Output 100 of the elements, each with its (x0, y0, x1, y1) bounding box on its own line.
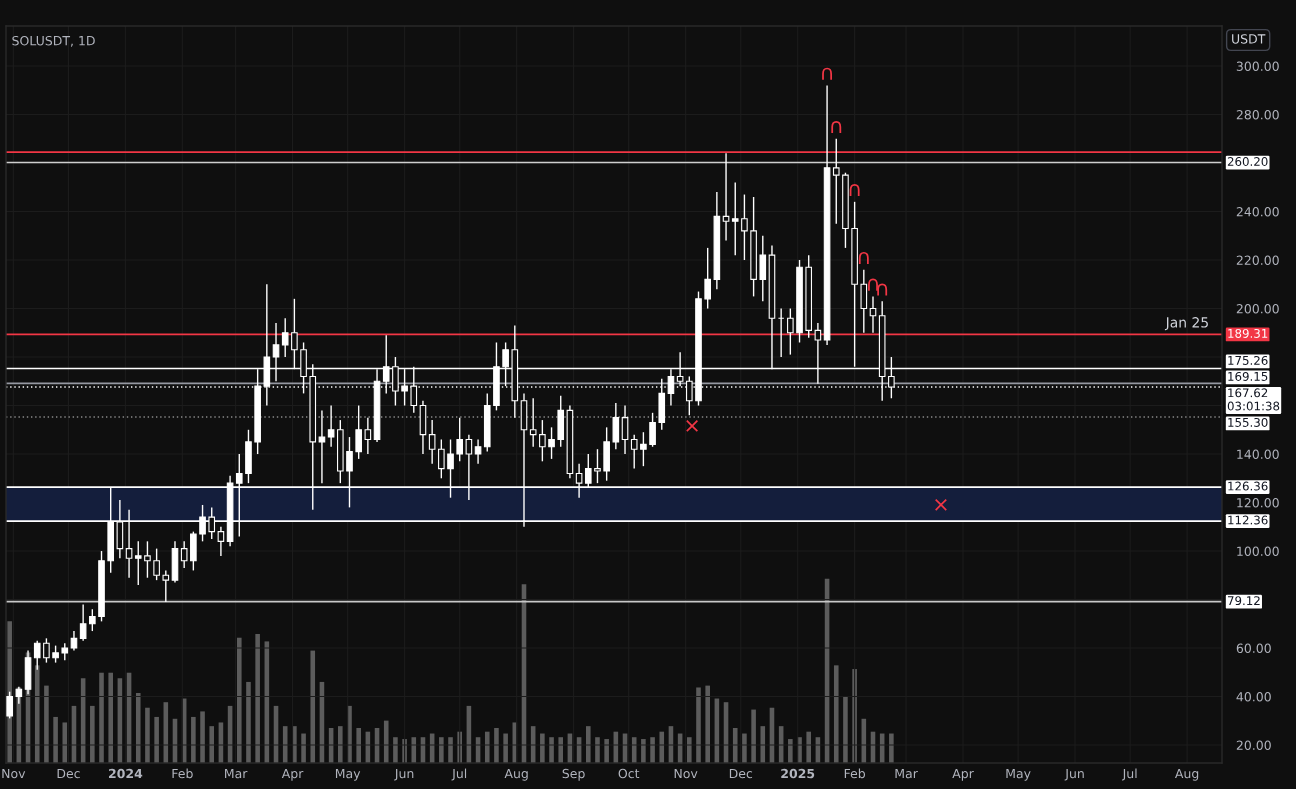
candlestick (364, 416, 372, 455)
ref-line-label: 79.12 (1227, 596, 1260, 606)
x-tick-label: Nov (674, 768, 698, 779)
annotation: × (935, 498, 947, 511)
bar (383, 720, 389, 763)
annotation: × (686, 420, 698, 432)
bar (696, 687, 701, 763)
x-tick-label: Apr (281, 768, 304, 781)
legend-label: 167.62 03:01:38 (1227, 388, 1280, 411)
candlestick (438, 438, 445, 479)
bar (99, 672, 104, 763)
candlestick (474, 438, 482, 465)
bar (889, 733, 894, 763)
candlestick (649, 412, 656, 448)
bar (503, 733, 508, 763)
bar (540, 733, 545, 763)
ref-line-label: 169.15 (1228, 371, 1268, 381)
bar (44, 685, 49, 763)
x-tick-label: Mar (225, 768, 248, 779)
y-tick-label: 40.00 (1236, 692, 1271, 702)
bar (595, 737, 600, 763)
candlestick (355, 404, 362, 460)
bar (650, 737, 655, 763)
bar (255, 634, 260, 763)
annotation: ∩ (849, 184, 860, 197)
y-axis-title: USDT (1232, 34, 1266, 44)
ref-line-label: 126.36 (1228, 481, 1268, 491)
candlestick (162, 569, 170, 603)
bar (62, 722, 68, 763)
x-tick-label: Oct (618, 768, 640, 779)
x-tick-label: 2024 (108, 768, 143, 779)
candlestick (594, 448, 601, 484)
candlestick (134, 540, 142, 586)
x-tick-label: Jul (1121, 768, 1137, 781)
y-tick-label: 220.00 (1236, 255, 1279, 265)
bar (310, 650, 316, 763)
y-tick-label: 200.00 (1236, 304, 1279, 314)
annotation: Jan 25 (1164, 317, 1208, 331)
candlestick (548, 426, 555, 460)
x-tick-label: Aug (504, 768, 528, 781)
candlestick (144, 540, 151, 579)
x-tick-label: Jul (451, 768, 467, 781)
x-tick-label: May (335, 768, 361, 781)
bar (34, 665, 40, 763)
bar (439, 737, 444, 763)
candlestick (731, 181, 739, 256)
candlestick (704, 247, 711, 310)
annotation: ∩ (831, 120, 842, 134)
bar (558, 737, 564, 763)
bar (631, 737, 637, 763)
bar (209, 726, 215, 763)
bar (549, 737, 554, 763)
bar (145, 707, 150, 763)
ref-line-label: 155.30 (1228, 417, 1268, 427)
bar (301, 733, 306, 763)
annotation: ∩ (877, 283, 888, 296)
ref-line-label: 260.20 (1227, 157, 1268, 166)
candlestick (787, 307, 794, 356)
bar (788, 739, 793, 763)
y-tick-label: 100.00 (1237, 546, 1279, 556)
bar (448, 737, 453, 763)
x-tick-label: Sep (562, 768, 585, 781)
bar (833, 665, 839, 763)
bar (806, 731, 811, 763)
x-tick-label: Jun (394, 768, 414, 781)
candlestick (327, 404, 335, 448)
bar (236, 637, 242, 763)
x-tick-label: Nov (2, 768, 26, 779)
candlestick (281, 317, 289, 358)
bar (411, 737, 417, 763)
bar (843, 696, 848, 763)
bar (732, 727, 738, 763)
bar (191, 716, 196, 763)
x-tick-label: May (1006, 768, 1031, 781)
y-tick-label: 60.00 (1236, 643, 1271, 653)
bar (393, 737, 398, 763)
candlestick (722, 152, 730, 242)
bar (53, 716, 58, 763)
bar (751, 709, 756, 763)
annotation: ∩ (868, 278, 878, 291)
y-tick-label: 240.00 (1236, 206, 1279, 217)
bar (705, 685, 710, 763)
candlestick (640, 431, 647, 467)
bar (90, 705, 95, 763)
bar (494, 727, 499, 763)
candlestick (6, 691, 13, 720)
x-tick-label: Apr (952, 768, 974, 781)
candlestick (539, 419, 546, 463)
candlestick (79, 603, 87, 642)
x-tick-label: Mar (895, 768, 918, 779)
x-tick-label: Dec (729, 768, 753, 779)
bar (108, 672, 113, 763)
ref-line-label: 112.36 (1228, 515, 1268, 525)
bar (687, 737, 692, 763)
bar (585, 726, 591, 763)
candlestick (89, 608, 96, 632)
candlestick (318, 409, 326, 484)
ref-line-label: 175.26 (1228, 355, 1268, 365)
bar (200, 711, 205, 763)
candlestick (43, 637, 50, 664)
